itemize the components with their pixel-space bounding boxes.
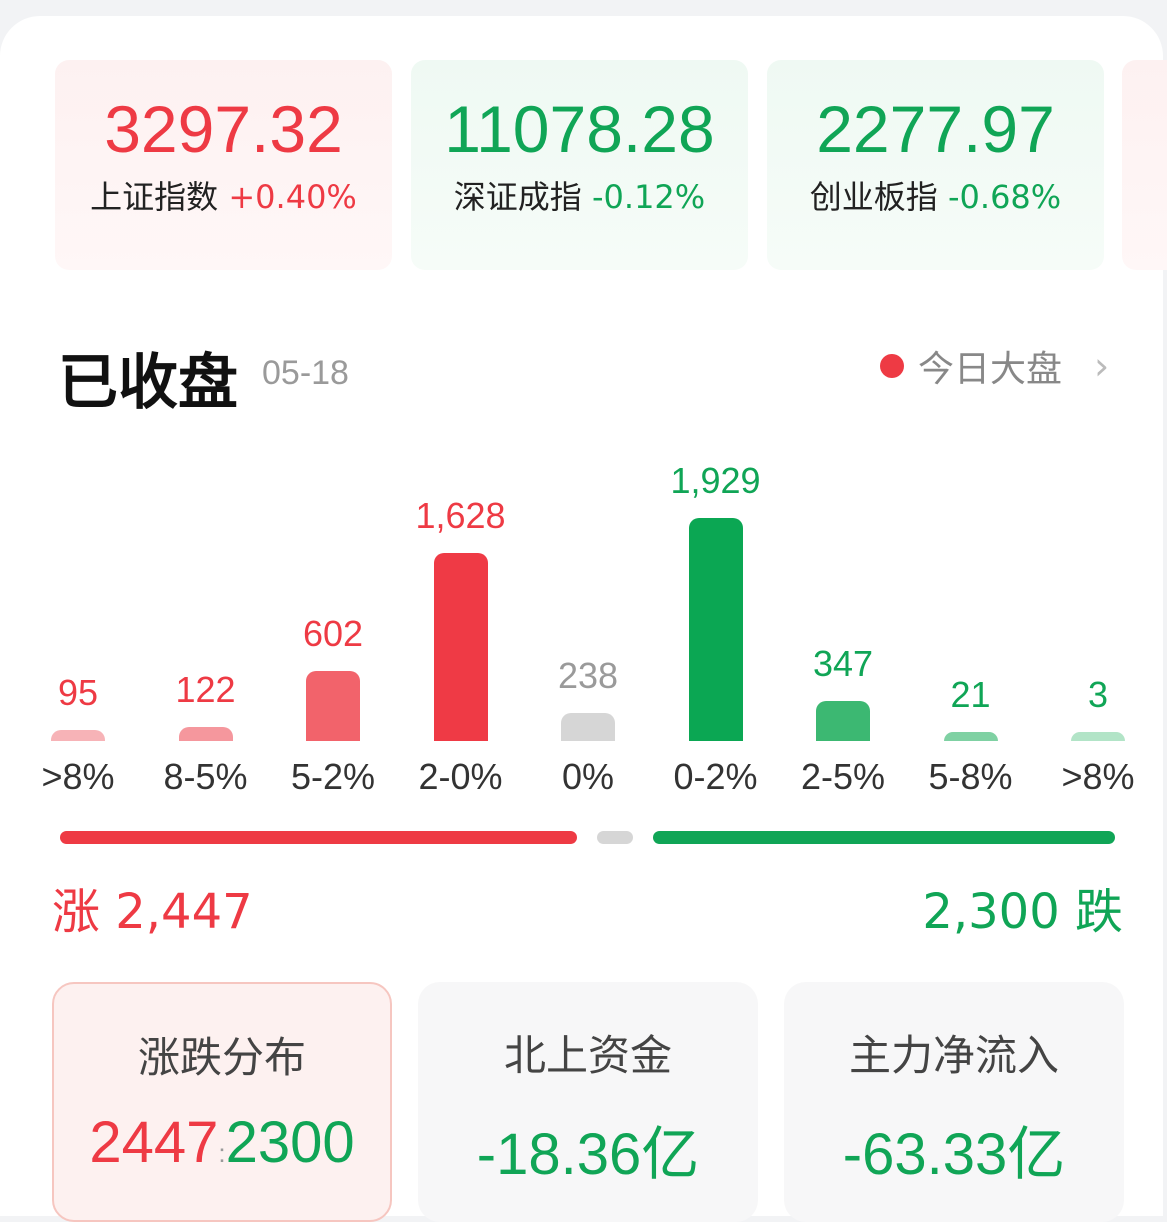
category-label: 5-2% [290, 756, 376, 797]
down-value: 2300 [225, 1110, 355, 1175]
category-label: 0% [561, 756, 615, 797]
bar-0 [51, 730, 105, 741]
category-label: >8% [1061, 756, 1135, 797]
today-market-link[interactable]: 今日大盘 › [880, 340, 1109, 392]
category-label: 0-2% [673, 756, 758, 797]
bar-4 [561, 713, 615, 741]
index-change: +0.40% [228, 178, 357, 216]
bar-value-label: 95 [57, 672, 99, 714]
index-card-shanghai[interactable]: 3297.32 上证指数 +0.40% [55, 60, 392, 270]
today-market-label: 今日大盘 [918, 349, 1063, 390]
index-value: 11078.28 [444, 92, 715, 166]
index-name: 创业板指 [809, 178, 938, 216]
up-count: 涨 2,447 [52, 884, 253, 940]
bar-value-label: 1,628 [415, 494, 506, 536]
live-dot-icon [880, 354, 904, 378]
index-name: 上证指数 [90, 178, 219, 216]
card-title: 主力净流入 [848, 1031, 1059, 1080]
card-title: 涨跌分布 [137, 1033, 306, 1082]
card-title: 北上资金 [503, 1031, 672, 1080]
bar-7 [943, 732, 998, 741]
tab-northbound[interactable]: 北上资金 -18.36亿 [418, 982, 758, 1222]
down-ratio-bar [653, 831, 1115, 844]
card-value: -63.33亿 [842, 1122, 1066, 1187]
bar-value-label: 1,929 [670, 460, 761, 501]
separator: : [218, 1138, 226, 1168]
index-change: -0.12% [591, 178, 706, 216]
index-value: 3297.32 [104, 92, 343, 166]
bar-2 [306, 671, 360, 741]
category-label: >8% [41, 756, 115, 797]
bar-value-label: 347 [812, 642, 874, 684]
bar-5 [688, 518, 743, 741]
bar-value-label: 602 [302, 613, 364, 655]
category-label: 5-8% [928, 756, 1013, 797]
card-value: -18.36亿 [476, 1122, 700, 1187]
index-card-shenzhen[interactable]: 11078.28 深证成指 -0.12% [411, 60, 748, 270]
category-label: 2-5% [800, 756, 886, 797]
index-name: 深证成指 [453, 178, 582, 216]
category-label: 2-0% [418, 756, 503, 797]
up-value: 2447 [89, 1110, 219, 1175]
up-ratio-bar [60, 831, 577, 844]
chevron-right-icon: › [1094, 344, 1110, 388]
index-change: -0.68% [947, 178, 1062, 216]
down-count: 2,300 跌 [922, 884, 1123, 940]
index-value: 2277.97 [816, 92, 1055, 166]
index-card-chinext[interactable]: 2277.97 创业板指 -0.68% [767, 60, 1104, 270]
tab-main-inflow[interactable]: 主力净流入 -63.33亿 [784, 982, 1124, 1222]
date-label: 05-18 [262, 354, 349, 392]
bar-value-label: 238 [557, 655, 619, 697]
page-title: 已收盘 [58, 348, 238, 418]
bar-3 [433, 552, 488, 741]
bar-1 [178, 726, 233, 741]
bar-value-label: 21 [950, 674, 991, 715]
bar-6 [816, 700, 870, 741]
flat-ratio-bar [597, 831, 633, 844]
index-card-partial[interactable] [1122, 60, 1167, 270]
bar-value-label: 122 [175, 668, 236, 710]
bar-8 [1071, 732, 1125, 741]
bar-value-label: 3 [1087, 674, 1109, 715]
category-label: 8-5% [163, 756, 248, 797]
tab-distribution[interactable]: 涨跌分布 2447:2300 [52, 982, 392, 1222]
